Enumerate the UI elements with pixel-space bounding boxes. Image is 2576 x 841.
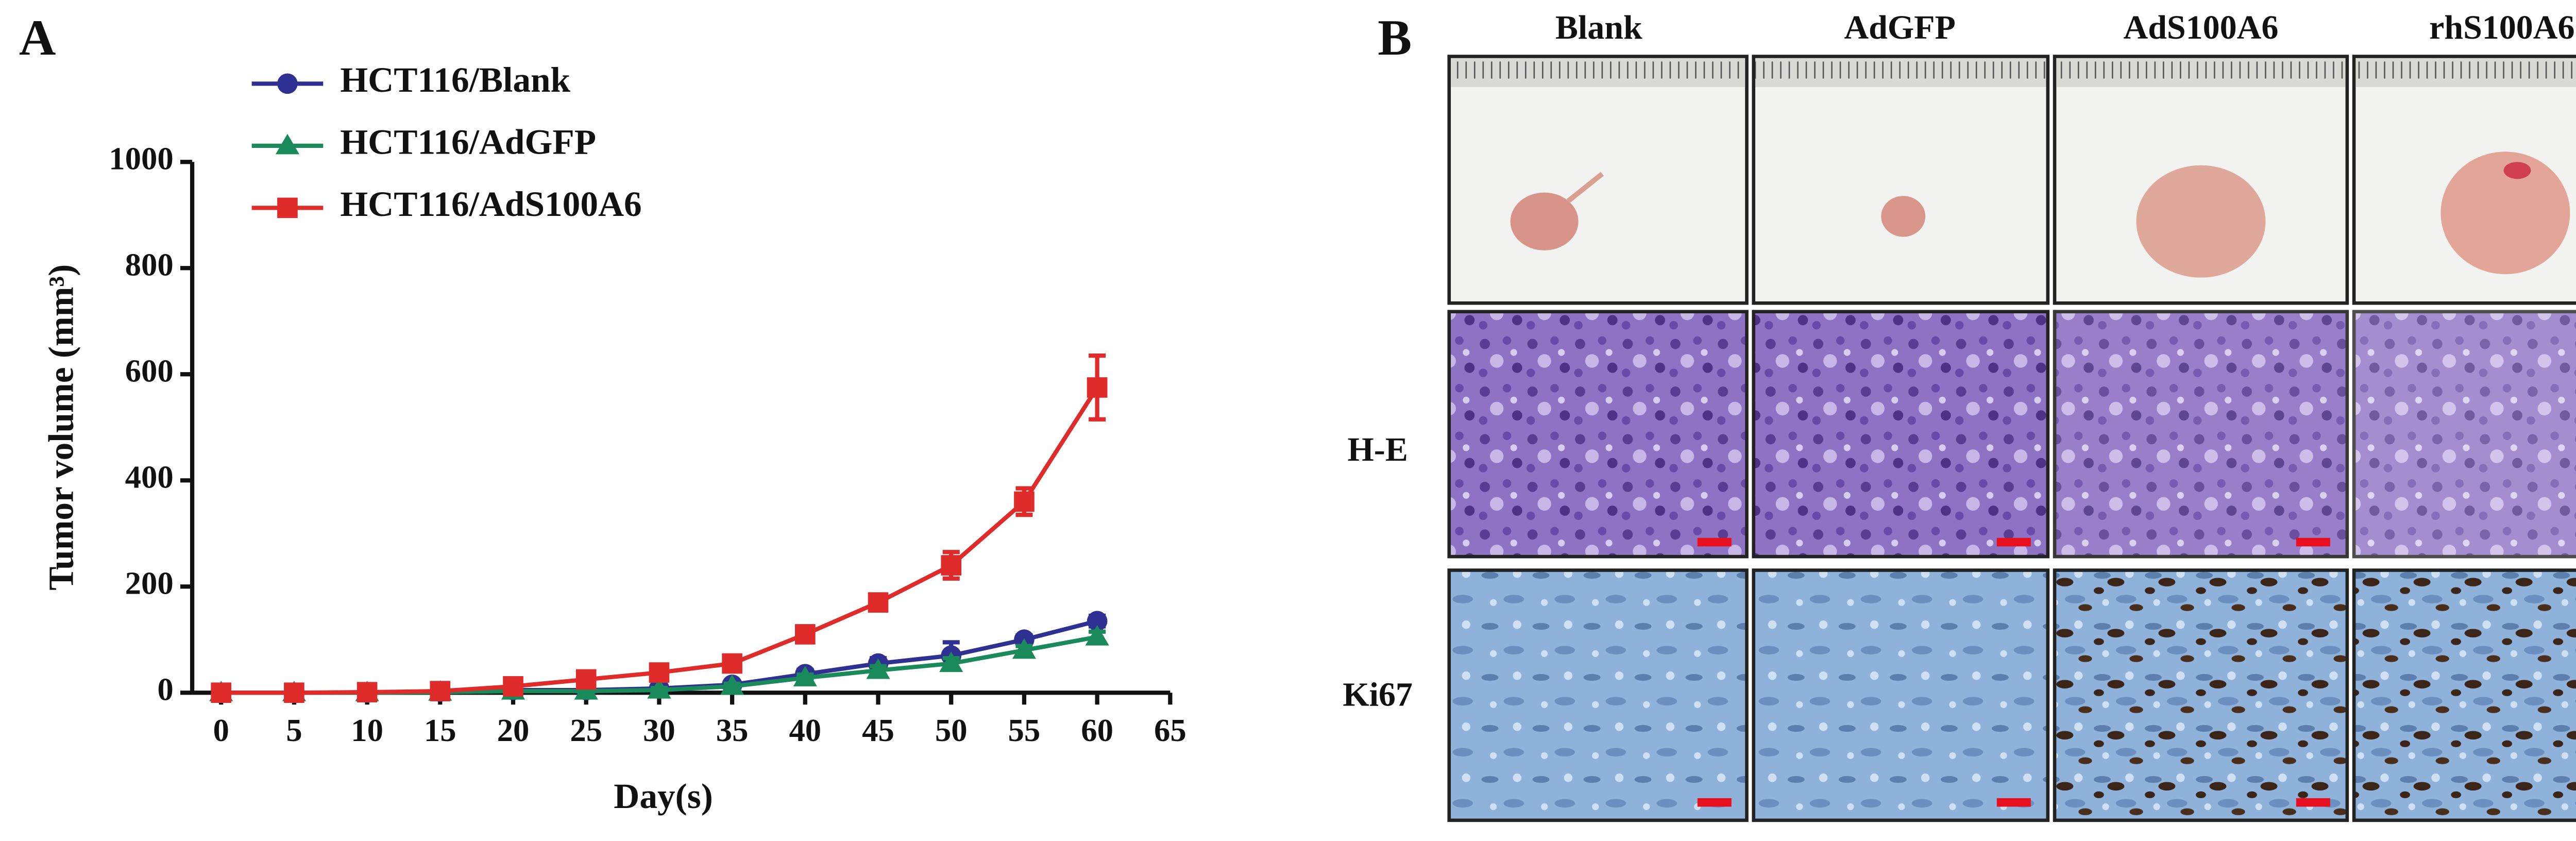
x-tick-label: 15: [424, 712, 456, 748]
marker: [284, 682, 304, 703]
series-line: [221, 386, 1099, 695]
column-label: AdGFP: [1844, 9, 1955, 46]
panel-label: B: [1378, 10, 1412, 66]
marker: [275, 133, 300, 155]
x-tick-label: 30: [643, 712, 675, 748]
marker: [357, 682, 378, 702]
marker: [720, 674, 744, 695]
marker: [647, 678, 671, 699]
y-axis-label: Tumor volume (mm³): [41, 264, 80, 591]
x-tick-label: 55: [1008, 712, 1041, 748]
marker: [868, 592, 889, 613]
scale-bar: [1697, 537, 2330, 807]
legend-label: HCT116/AdS100A6: [340, 184, 641, 224]
marker: [277, 73, 298, 94]
marker: [941, 555, 962, 576]
y-tick-label: 200: [125, 565, 174, 601]
he-row: [1447, 310, 2576, 559]
marker: [793, 666, 817, 686]
row-label: Ki67: [1343, 676, 1413, 713]
x-tick-label: 25: [570, 712, 602, 748]
x-tick-label: 10: [351, 712, 383, 748]
legend-label: HCT116/AdGFP: [340, 122, 596, 162]
marker: [1012, 638, 1037, 659]
marker: [794, 624, 816, 645]
y-tick-label: 1000: [109, 141, 173, 177]
x-tick-label: 60: [1081, 712, 1113, 748]
x-tick-label: 50: [935, 712, 968, 748]
panel-label: A: [19, 10, 56, 66]
column-label: AdS100A6: [2124, 9, 2279, 46]
x-tick-label: 65: [1154, 712, 1187, 748]
row-label: H-E: [1347, 431, 1408, 468]
legend-label: HCT116/Blank: [340, 60, 570, 99]
marker: [430, 681, 451, 701]
marker: [277, 197, 298, 218]
x-tick-label: 40: [789, 712, 821, 748]
x-tick-label: 45: [862, 712, 894, 748]
marker: [1087, 611, 1108, 631]
x-tick-label: 20: [497, 712, 530, 748]
y-tick-label: 600: [125, 353, 174, 389]
column-label: rhS100A6: [2429, 9, 2574, 46]
marker: [211, 682, 231, 703]
ki67-row: [1447, 568, 2576, 822]
x-tick-label: 0: [213, 712, 229, 748]
marker: [503, 676, 523, 697]
image-panel: Blank AdGFP AdS100A6 rhS100A6 H-E Ki67: [1343, 9, 2576, 822]
marker: [1014, 491, 1035, 512]
marker: [649, 662, 670, 683]
marker: [939, 651, 963, 672]
marker: [1087, 377, 1108, 398]
x-axis-label: Day(s): [614, 776, 713, 816]
y-tick-label: 0: [157, 671, 173, 708]
marker: [1085, 625, 1109, 646]
y-tick-label: 800: [125, 247, 174, 283]
marker: [866, 658, 890, 679]
y-tick-label: 400: [125, 459, 174, 495]
photo-row: [1447, 55, 2576, 305]
column-label: Blank: [1555, 9, 1642, 46]
marker: [575, 669, 597, 690]
x-tick-label: 5: [286, 712, 302, 748]
x-tick-label: 35: [716, 712, 749, 748]
marker: [722, 653, 742, 674]
